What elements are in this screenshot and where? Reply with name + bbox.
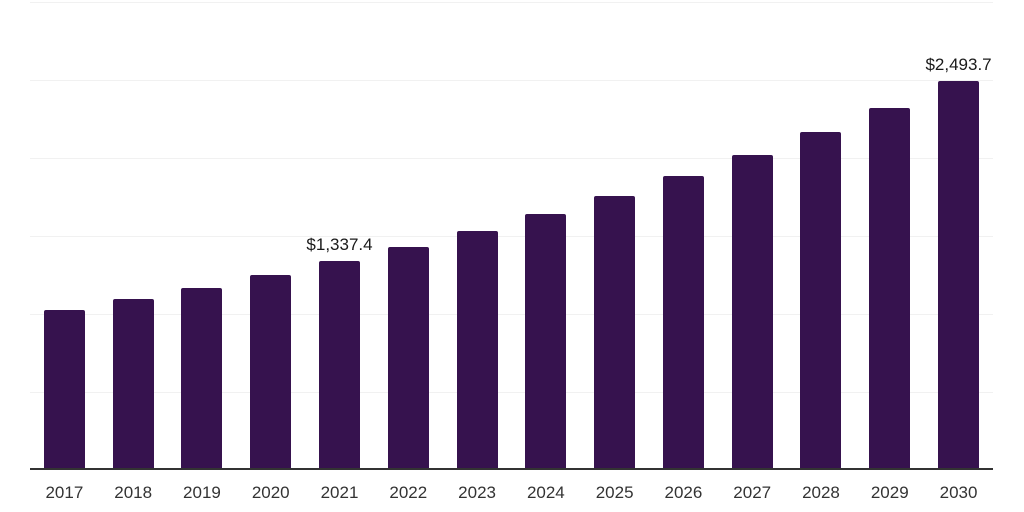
gridline-500 bbox=[30, 392, 993, 393]
x-tick-label-2022: 2022 bbox=[389, 483, 428, 502]
x-tick-label-2025: 2025 bbox=[595, 483, 634, 502]
bar-2025[interactable] bbox=[594, 196, 636, 470]
bar-slot-2023 bbox=[443, 2, 512, 470]
gridline-2000 bbox=[30, 158, 993, 159]
bar-2027[interactable] bbox=[731, 155, 773, 470]
bar-slot-2021: $1,337.4 bbox=[305, 2, 374, 470]
x-tick-label-2021: 2021 bbox=[320, 483, 359, 502]
bar-2028[interactable] bbox=[800, 132, 842, 470]
bar-2021[interactable] bbox=[319, 261, 361, 470]
bar-slot-2024 bbox=[511, 2, 580, 470]
bar-2026[interactable] bbox=[662, 176, 704, 470]
bar-slot-2022 bbox=[374, 2, 443, 470]
bar-value-label-2030: $2,493.7 bbox=[925, 55, 992, 74]
bar-slot-2027 bbox=[718, 2, 787, 470]
bar-2020[interactable] bbox=[250, 275, 292, 470]
x-tick-label-2030: 2030 bbox=[939, 483, 978, 502]
bar-slot-2026 bbox=[649, 2, 718, 470]
x-tick-label-2028: 2028 bbox=[802, 483, 840, 502]
gridline-2500 bbox=[30, 80, 993, 81]
bar-slot-2018 bbox=[99, 2, 168, 470]
bar-2029[interactable] bbox=[869, 108, 911, 470]
bar-value-label-2021: $1,337.4 bbox=[306, 235, 373, 255]
bar-slot-2017 bbox=[30, 2, 99, 470]
bar-2018[interactable] bbox=[112, 299, 154, 470]
gridline-1000 bbox=[30, 314, 993, 315]
x-tick-label-2019: 2019 bbox=[183, 483, 221, 502]
x-tick-label-2024: 2024 bbox=[526, 483, 565, 502]
x-tick-label-2029: 2029 bbox=[870, 483, 909, 502]
bar-slot-2019 bbox=[168, 2, 237, 470]
x-tick-label-2020: 2020 bbox=[251, 483, 290, 502]
bar-2022[interactable] bbox=[387, 247, 429, 470]
bar-2024[interactable] bbox=[525, 214, 567, 470]
x-tick-label-2026: 2026 bbox=[664, 483, 703, 502]
bar-2023[interactable] bbox=[456, 231, 498, 470]
gridline-1500 bbox=[30, 236, 993, 237]
x-tick-label-2017: 2017 bbox=[45, 483, 84, 502]
x-tick-label-2018: 2018 bbox=[114, 483, 153, 502]
x-tick-label-2023: 2023 bbox=[458, 483, 496, 502]
bar-2030[interactable] bbox=[938, 81, 980, 470]
bars-row: $1,337.4 $2,493.7 bbox=[30, 2, 993, 470]
bar-slot-2020 bbox=[236, 2, 305, 470]
plot-area: $1,337.4 $2,493.7 bbox=[30, 2, 993, 470]
bar-slot-2029 bbox=[855, 2, 924, 470]
x-axis-line bbox=[30, 468, 993, 470]
x-axis-tick-labels: 2017 2018 2019 2020 2021 2022 2023 2024 2025 2026… bbox=[30, 470, 993, 512]
bar-2017[interactable] bbox=[43, 310, 85, 470]
bar-slot-2028 bbox=[787, 2, 856, 470]
bar-slot-2025 bbox=[580, 2, 649, 470]
x-tick-label-2027: 2027 bbox=[733, 483, 772, 502]
bar-2019[interactable] bbox=[181, 288, 223, 470]
gridline-3000 bbox=[30, 2, 993, 3]
bar-slot-2030: $2,493.7 bbox=[924, 2, 993, 470]
